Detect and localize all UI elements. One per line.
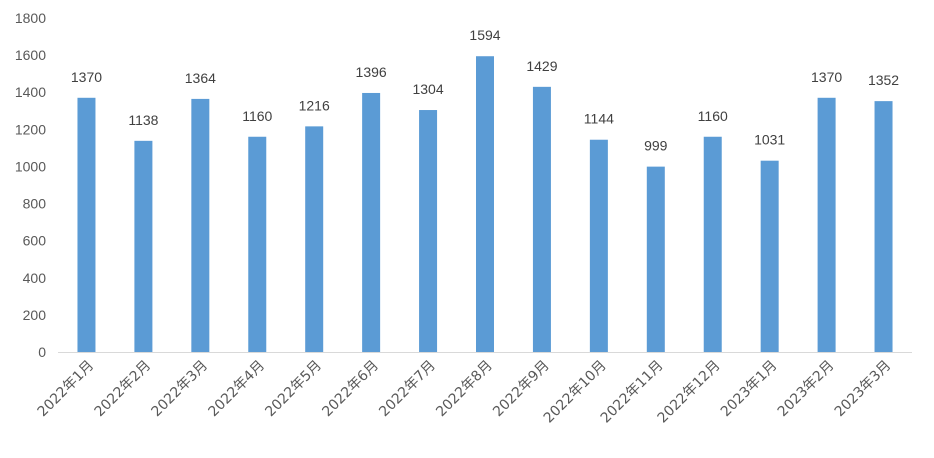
data-label: 1364: [185, 70, 216, 86]
x-tick-label: 2022年2月: [92, 358, 155, 421]
bar: [589, 139, 608, 352]
y-tick-label: 1400: [15, 84, 46, 100]
bar: [305, 126, 324, 352]
y-tick-label: 0: [38, 344, 46, 360]
data-label: 1160: [242, 108, 272, 124]
x-tick-label: 2022年9月: [490, 358, 553, 421]
bar: [248, 136, 267, 352]
data-label: 1160: [698, 108, 728, 124]
bar: [419, 110, 438, 352]
data-label: 1138: [128, 112, 158, 128]
data-label: 1396: [356, 64, 387, 80]
bar: [362, 92, 381, 352]
bars: [77, 56, 893, 353]
y-tick-label: 400: [23, 270, 47, 286]
data-label: 999: [644, 138, 668, 154]
x-tick-label: 2022年7月: [376, 358, 439, 421]
data-label: 1594: [469, 27, 500, 43]
x-tick-label: 2023年3月: [832, 358, 895, 421]
bar: [532, 86, 551, 352]
x-tick-label: 2023年1月: [718, 358, 781, 421]
y-tick-label: 600: [23, 233, 47, 249]
bar: [703, 136, 722, 352]
x-tick-label: 2022年1月: [35, 358, 98, 421]
y-tick-label: 1000: [15, 158, 46, 174]
bar: [476, 56, 494, 352]
bar: [134, 140, 153, 352]
bar: [77, 97, 96, 353]
x-tick-label: 2022年8月: [433, 358, 496, 421]
data-label: 1144: [584, 111, 614, 127]
x-axis-category-labels: 2022年1月2022年2月2022年3月2022年4月2022年5月2022年…: [35, 358, 895, 427]
y-tick-label: 200: [23, 307, 47, 323]
data-label: 1429: [526, 58, 557, 74]
bar: [817, 97, 836, 353]
bar: [191, 98, 210, 352]
bar: [760, 160, 779, 352]
x-tick-label: 2023年2月: [775, 358, 838, 421]
x-tick-label: 2022年6月: [319, 358, 382, 421]
data-labels: 1370 1138 1364 1160 1216 1396 1304 1594 1429 1144…: [71, 27, 899, 153]
data-label: 1216: [299, 97, 330, 113]
data-label: 1304: [412, 81, 443, 97]
y-tick-label: 800: [23, 196, 47, 212]
bar: [646, 166, 665, 352]
y-tick-label: 1800: [15, 10, 46, 26]
bar: [874, 101, 893, 352]
y-tick-label: 1200: [15, 121, 46, 137]
data-label: 1352: [868, 72, 899, 88]
x-tick-label: 2022年3月: [149, 358, 212, 421]
data-label: 1370: [811, 69, 842, 85]
y-tick-label: 1600: [15, 47, 46, 63]
data-label: 1031: [754, 132, 785, 148]
y-axis-tick-labels: 0 200 400 600 800 1000 1200 1400 1600 1800: [15, 10, 46, 360]
x-tick-label: 2022年5月: [262, 358, 325, 421]
x-tick-label: 2022年4月: [205, 358, 268, 421]
data-label: 1370: [71, 69, 102, 85]
